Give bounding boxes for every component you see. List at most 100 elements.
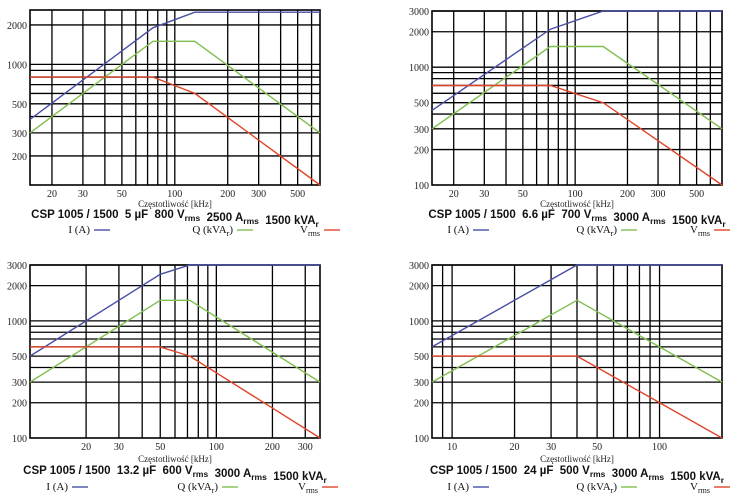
x-tick-label: 20 <box>449 189 459 200</box>
x-tick-label: 50 <box>117 189 127 200</box>
y-tick-label: 1000 <box>409 317 429 328</box>
y-tick-label: 2000 <box>409 28 429 39</box>
x-tick-label: 50 <box>518 189 528 200</box>
chart-panel-6-6uf: 100 200 300 500 1000 2000 3000 20 30 50 100 200 300 5… <box>372 0 745 250</box>
plot-frame <box>29 9 321 186</box>
legend-item-voltage: Vrms <box>300 224 340 238</box>
legend-item-voltage: Vrms <box>690 481 730 495</box>
x-tick-label: 100 <box>568 189 583 200</box>
legend-label: Vrms <box>690 481 710 495</box>
y-tick-label: 2000 <box>7 282 27 293</box>
plot-frame <box>29 264 321 439</box>
legend-item-current: I (A) <box>68 224 110 236</box>
series-line-current <box>29 11 320 120</box>
chart-title: CSP 1005 / 1500 5 µF 800 Vrms 2500 Arms … <box>31 209 319 229</box>
y-tick-label: 500 <box>12 100 27 111</box>
series-line-current <box>431 10 722 111</box>
legend-item-voltage: Vrms <box>298 481 338 495</box>
chart-title: CSP 1005 / 1500 24 µF 500 Vrms 3000 Arms… <box>430 465 725 485</box>
x-tick-label: 200 <box>620 189 635 200</box>
y-tick-label: 500 <box>414 99 429 110</box>
y-tick-label: 300 <box>12 378 27 389</box>
legend-label: Vrms <box>690 224 710 238</box>
y-tick-label: 2000 <box>409 282 429 293</box>
x-tick-label: 200 <box>220 189 235 200</box>
legend-label: Q (kVAr) <box>576 224 617 238</box>
series-line-power <box>431 45 723 130</box>
y-tick-label: 500 <box>12 352 27 363</box>
x-tick-label: 300 <box>251 189 266 200</box>
legend-item-current: I (A) <box>447 481 489 493</box>
x-axis-label: Częstotliwość [kHz] <box>540 199 614 209</box>
chart-13-2uf: 100 200 300 500 1000 2000 3000 20 30 50 100 200 300 C… <box>7 261 338 495</box>
legend-label: Q (kVAr) <box>192 224 233 238</box>
x-tick-label: 30 <box>479 189 489 200</box>
legend-item-power: Q (kVAr) <box>576 481 637 495</box>
x-tick-label: 30 <box>546 442 556 453</box>
x-axis-label: Częstotliwość [kHz] <box>138 454 212 464</box>
y-tick-label: 200 <box>12 399 27 410</box>
series-line-voltage <box>30 76 321 186</box>
x-tick-label: 100 <box>652 442 667 453</box>
x-tick-label: 30 <box>78 189 88 200</box>
chart-title: CSP 1005 / 1500 13.2 µF 600 Vrms 3000 Ar… <box>23 465 327 485</box>
legend-label: I (A) <box>46 481 68 493</box>
y-tick-label: 500 <box>414 352 429 363</box>
series-line-power <box>431 299 723 383</box>
legend-item-voltage: Vrms <box>690 224 730 238</box>
x-tick-label: 100 <box>209 442 224 453</box>
x-tick-label: 20 <box>510 442 520 453</box>
y-tick-label: 3000 <box>409 261 429 272</box>
chart-title: CSP 1005 / 1500 6.6 µF 700 Vrms 3000 Arm… <box>428 209 726 229</box>
x-tick-label: 10 <box>447 442 457 453</box>
y-tick-label: 300 <box>414 378 429 389</box>
legend-item-power: Q (kVAr) <box>177 481 238 495</box>
x-axis-label: Częstotliwość [kHz] <box>540 454 614 464</box>
chart-panel-13-2uf: 100 200 300 500 1000 2000 3000 20 30 50 100 200 300 C… <box>0 250 372 501</box>
legend-label: Q (kVAr) <box>177 481 218 495</box>
legend-item-power: Q (kVAr) <box>192 224 253 238</box>
y-tick-label: 300 <box>12 129 27 140</box>
x-axis-label: Częstotliwość [kHz] <box>138 199 212 209</box>
legend-label: I (A) <box>68 224 90 236</box>
legend-label: Vrms <box>298 481 318 495</box>
legend-item-current: I (A) <box>447 224 489 236</box>
chart-panel-24uf: 100 200 300 500 1000 2000 3000 10 20 30 50 100 Częst… <box>372 250 745 501</box>
y-tick-label: 100 <box>12 434 27 445</box>
y-tick-label: 100 <box>414 434 429 445</box>
x-tick-label: 300 <box>298 442 313 453</box>
y-tick-label: 300 <box>414 125 429 136</box>
y-tick-label: 1000 <box>7 317 27 328</box>
series-line-power <box>29 40 321 134</box>
y-tick-label: 3000 <box>7 261 27 272</box>
y-tick-label: 200 <box>414 146 429 157</box>
y-tick-label: 2000 <box>7 21 27 32</box>
legend-label: Vrms <box>300 224 320 238</box>
legend-label: I (A) <box>447 481 469 493</box>
series-line-voltage <box>30 346 321 439</box>
x-tick-label: 500 <box>689 189 704 200</box>
x-tick-label: 200 <box>265 442 280 453</box>
grid <box>432 264 722 438</box>
chart-5uf: 200 300 500 1000 2000 20 30 50 100 200 300 500 Częst… <box>7 9 340 238</box>
legend-item-current: I (A) <box>46 481 88 493</box>
chart-panel-5uf: 200 300 500 1000 2000 20 30 50 100 200 300 500 Częst… <box>0 0 372 250</box>
plot-frame <box>431 10 723 186</box>
y-tick-label: 1000 <box>409 63 429 74</box>
series-line-current <box>431 264 722 348</box>
grid <box>30 10 320 185</box>
x-tick-label: 50 <box>592 442 602 453</box>
x-tick-label: 300 <box>651 189 666 200</box>
x-tick-label: 20 <box>47 189 57 200</box>
x-tick-label: 20 <box>81 442 91 453</box>
legend-item-power: Q (kVAr) <box>576 224 637 238</box>
y-tick-label: 1000 <box>7 60 27 71</box>
x-tick-label: 100 <box>167 189 182 200</box>
legend-label: Q (kVAr) <box>576 481 617 495</box>
legend-label: I (A) <box>447 224 469 236</box>
x-tick-label: 500 <box>290 189 305 200</box>
chart-24uf: 100 200 300 500 1000 2000 3000 10 20 30 50 100 Częst… <box>409 261 730 495</box>
series-line-voltage <box>432 84 723 186</box>
y-tick-label: 200 <box>12 152 27 163</box>
y-tick-label: 100 <box>414 181 429 192</box>
